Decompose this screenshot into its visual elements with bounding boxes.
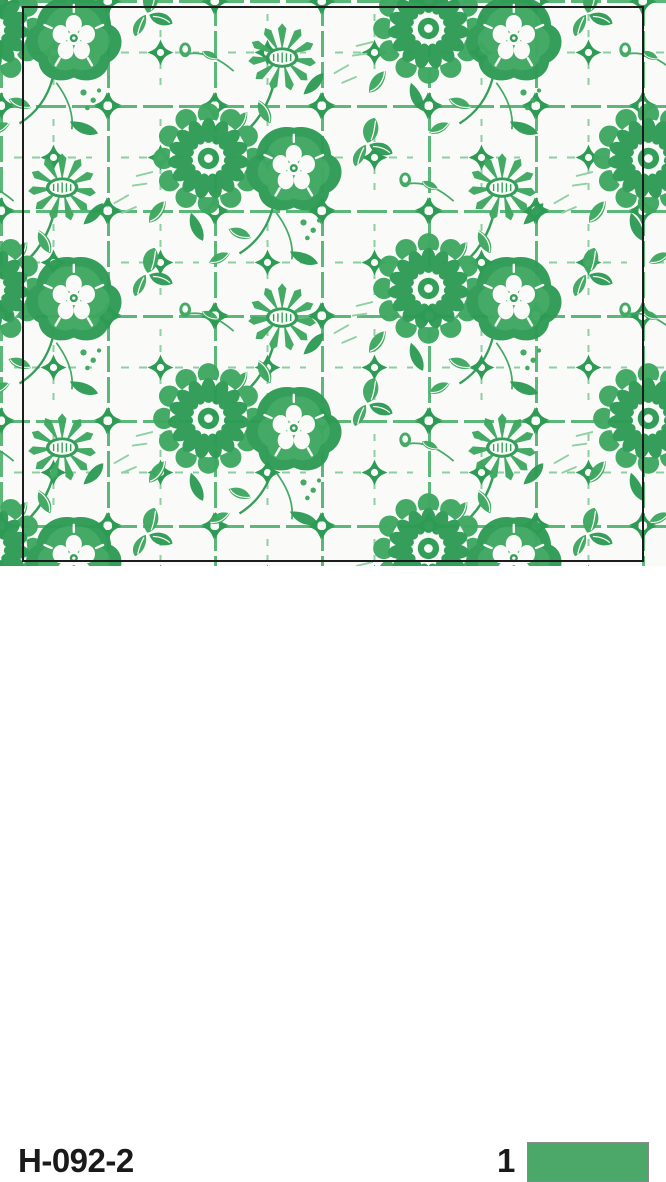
colorway-number-label: 1 xyxy=(497,1142,516,1179)
colorway-swatch-chip xyxy=(527,1142,649,1182)
caption-row: H-092-2 1 xyxy=(0,566,666,1182)
lattice-grid xyxy=(0,0,666,566)
pattern-swatch-image xyxy=(0,0,666,566)
pattern-canvas xyxy=(0,0,666,566)
pattern-code-label: H-092-2 xyxy=(18,1142,134,1179)
